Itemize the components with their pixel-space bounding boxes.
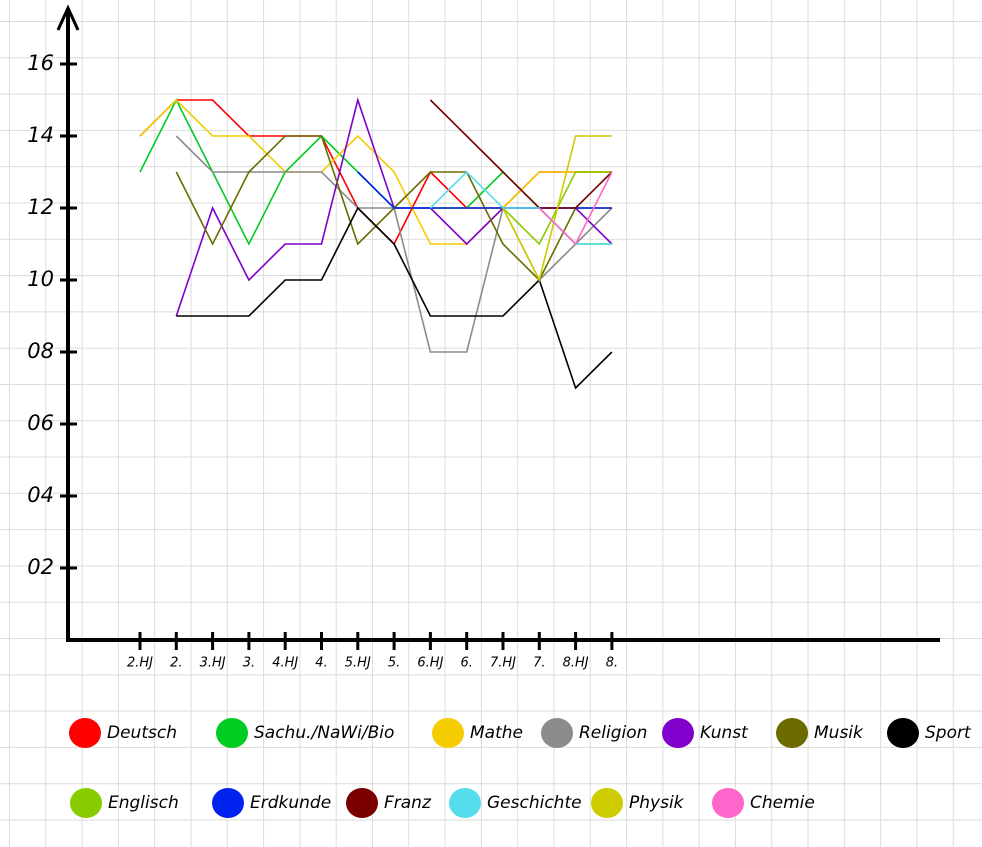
series-line [538,171,613,246]
y-tick-label: 08 [27,339,54,363]
legend-swatch [212,788,244,818]
legend-label: Religion [579,723,647,743]
y-tick-label: 14 [27,123,54,147]
series-line [139,98,612,245]
x-tick-label: 3. [243,656,255,671]
legend-swatch [69,718,101,748]
series-line [429,170,612,245]
legend-swatch [541,718,573,748]
y-tick-label: 04 [27,483,54,507]
legend-swatch [70,788,102,818]
legend-label: Chemie [750,793,815,813]
x-tick-label: 6. [460,656,472,671]
x-tick-label: 8.HJ [563,656,589,671]
legend-swatch [216,718,248,748]
legend-swatch [712,788,744,818]
legend-label: Deutsch [107,723,177,743]
x-tick-label: 3.HJ [200,656,226,671]
legend-label: Mathe [470,723,523,743]
x-tick-label: 5.HJ [345,656,371,671]
legend-label: Englisch [108,793,179,813]
y-tick-label: 06 [27,411,54,435]
x-tick-label: 4. [315,656,327,671]
x-tick-label: 4.HJ [272,656,298,671]
legend-label: Franz [384,793,432,813]
x-tick-label: 2.HJ [127,656,153,671]
legend-swatch [662,718,694,748]
legend-label: Musik [814,723,864,743]
legend-swatch [449,788,481,818]
x-tick-label: 7. [533,656,545,671]
y-axis-arrow [56,4,80,31]
legend-label: Sport [925,723,972,743]
x-tick-label: 2. [170,656,182,671]
y-tick-label: 16 [27,51,54,75]
series-line [502,135,612,283]
y-tick-label: 02 [27,555,54,579]
legend-swatch [887,718,919,748]
x-tick-label: 8. [606,656,618,671]
legend-swatch [776,718,808,748]
y-tick-label: 12 [27,195,54,219]
legend-label: Kunst [700,723,749,743]
y-tick-label: 10 [27,267,54,291]
legend-swatch [346,788,378,818]
legend-label: Sachu./NaWi/Bio [254,723,394,743]
legend-label: Erdkunde [250,793,331,813]
x-tick-label: 7.HJ [490,656,516,671]
series-line [429,99,613,209]
x-tick-label: 5. [388,656,400,671]
x-tick-label: 6.HJ [417,656,443,671]
legend-swatch [432,718,464,748]
legend-swatch [591,788,623,818]
series-line [176,206,613,390]
legend-label: Physik [629,793,685,813]
legend-label: Geschichte [487,793,582,813]
